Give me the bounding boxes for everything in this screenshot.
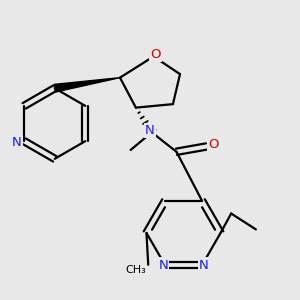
Text: N: N: [199, 259, 209, 272]
Text: CH₃: CH₃: [125, 265, 146, 275]
Text: N: N: [12, 136, 22, 149]
Text: O: O: [208, 138, 219, 151]
Polygon shape: [54, 78, 120, 92]
Text: O: O: [150, 48, 160, 61]
Text: N: N: [158, 259, 168, 272]
Text: N: N: [145, 124, 155, 137]
